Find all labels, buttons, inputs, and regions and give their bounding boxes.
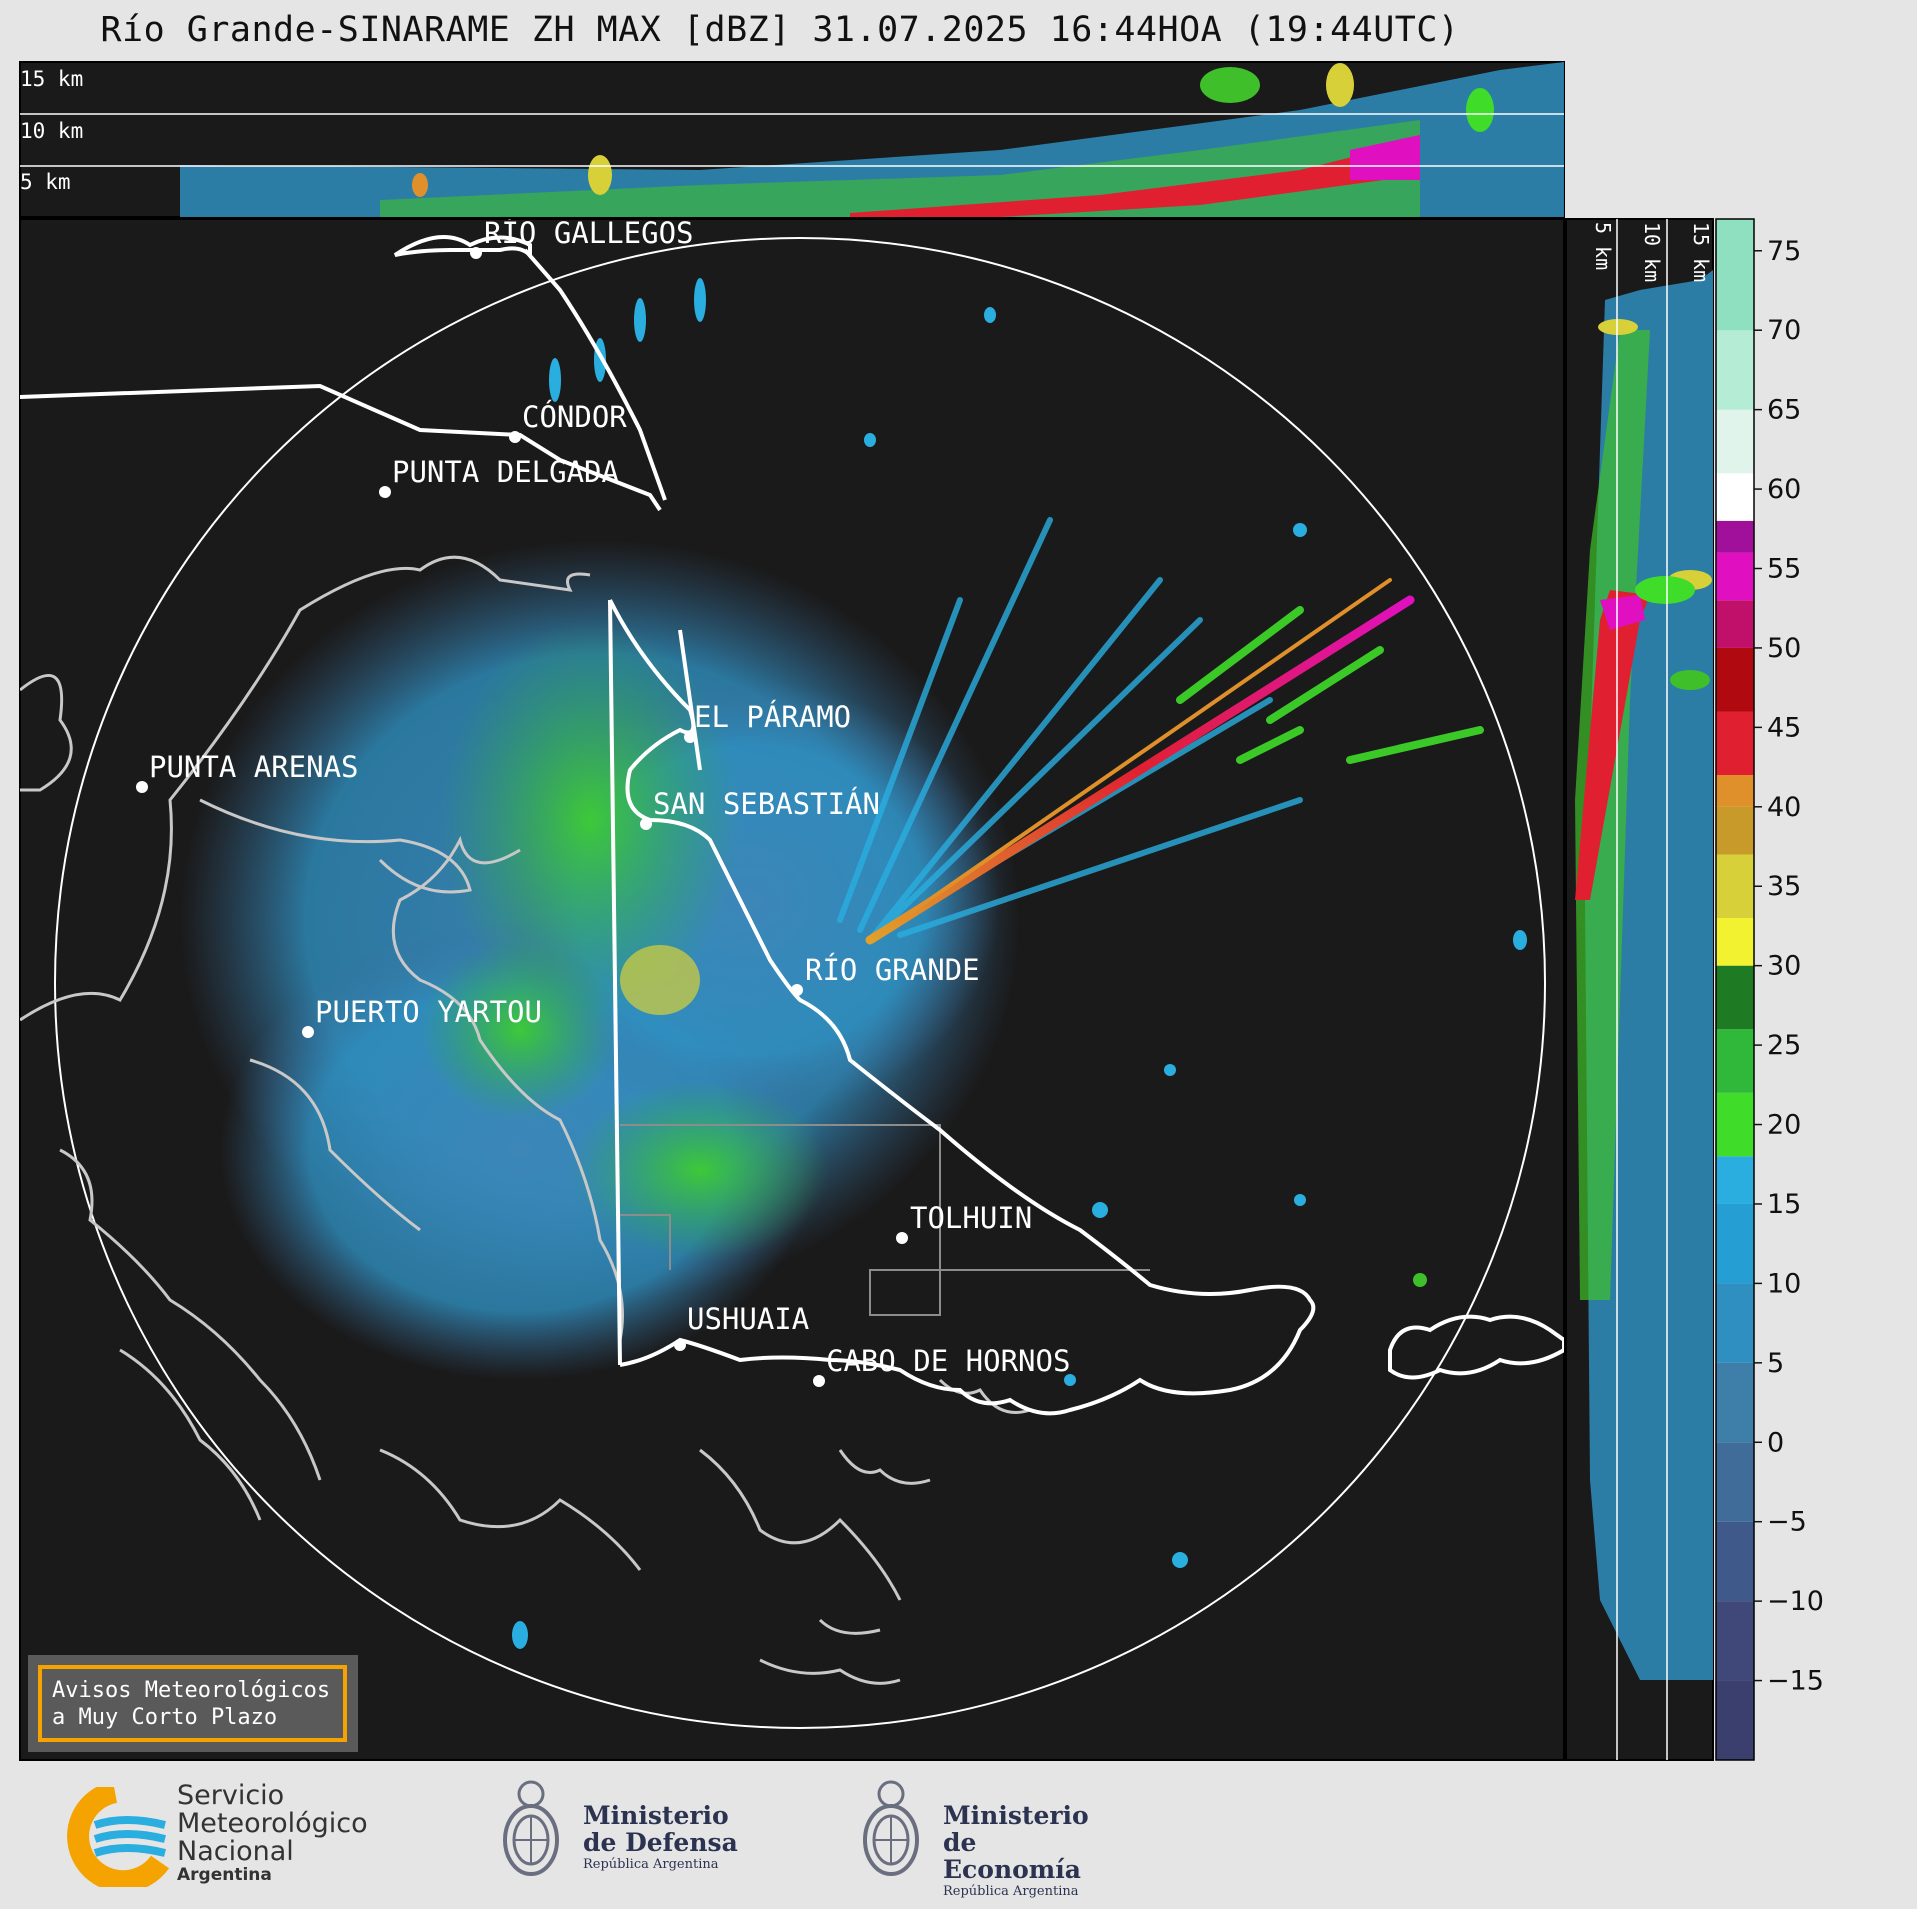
- location-label: PUNTA ARENAS: [149, 750, 359, 784]
- colorbar-tick-label: 70: [1767, 315, 1801, 346]
- top-cross-section-panel: 15 km 10 km 5 km: [19, 61, 1565, 218]
- colorbar-band: [1716, 552, 1754, 601]
- location-label: SAN SEBASTIÁN: [653, 787, 880, 821]
- location-label: PUNTA DELGADA: [392, 455, 619, 489]
- side-height-label-15: 15 km: [1689, 222, 1713, 282]
- location-label: RÍO GRANDE: [805, 953, 980, 987]
- colorbar-band: [1716, 409, 1754, 474]
- location-label: RÍO GALLEGOS: [484, 216, 694, 250]
- colorbar-band: [1716, 1521, 1754, 1602]
- colorbar-tick-label: 55: [1767, 554, 1801, 585]
- economia-line-2: de Economía: [943, 1828, 1081, 1884]
- side-height-label-5: 5 km: [1591, 222, 1615, 270]
- colorbar-tick-label: 5: [1767, 1348, 1784, 1379]
- smn-emblem-icon: [67, 1787, 170, 1887]
- colorbar-tick-label: 35: [1767, 871, 1801, 902]
- smn-line-3: Nacional: [177, 1836, 294, 1867]
- top-height-label-15: 15 km: [20, 67, 83, 91]
- colorbar-band: [1716, 1442, 1754, 1522]
- side-height-label-10: 10 km: [1640, 222, 1664, 282]
- smn-logo: Servicio Meteorológico Nacional Argentin…: [55, 1782, 385, 1892]
- colorbar-tick-label: 60: [1767, 474, 1801, 505]
- radar-range-ring: [54, 237, 1546, 1729]
- location-label: PUERTO YARTOU: [315, 995, 542, 1029]
- strong-echo-beam: [865, 595, 1415, 945]
- colorbar-band: [1716, 473, 1754, 521]
- warning-box[interactable]: Avisos Meteorológicos a Muy Corto Plazo: [28, 1655, 358, 1752]
- defensa-line-2: de Defensa: [583, 1828, 738, 1857]
- colorbar-band: [1716, 965, 1754, 1030]
- smn-line-4: Argentina: [177, 1865, 272, 1885]
- colorbar-band: [1716, 520, 1754, 553]
- colorbar-tick-label: 40: [1767, 792, 1801, 823]
- colorbar-band: [1716, 1156, 1754, 1204]
- colorbar-tick-label: 20: [1767, 1110, 1801, 1141]
- colorbar-band: [1716, 711, 1754, 776]
- colorbar-band: [1716, 1680, 1754, 1760]
- top-height-label-10: 10 km: [20, 119, 83, 143]
- smn-line-2: Meteorológico: [177, 1808, 368, 1839]
- colorbar-tick-label: 10: [1767, 1268, 1801, 1299]
- colorbar-tick-label: 45: [1767, 712, 1801, 743]
- colorbar-band: [1716, 1601, 1754, 1681]
- colorbar-band: [1716, 775, 1754, 807]
- colorbar-band: [1716, 600, 1754, 648]
- coat-of-arms-icon: [863, 1780, 919, 1876]
- colorbar-band: [1716, 647, 1754, 712]
- location-label: CABO DE HORNOS: [826, 1344, 1070, 1378]
- economia-line-1: Ministerio: [943, 1801, 1089, 1830]
- colorbar-tick-label: 30: [1767, 951, 1801, 982]
- colorbar-tick-label: 0: [1767, 1427, 1784, 1458]
- ministerio-defensa-logo: Ministerio de Defensa República Argentin…: [495, 1772, 755, 1897]
- location-label: USHUAIA: [687, 1302, 809, 1336]
- economia-line-3: República Argentina: [943, 1884, 1079, 1899]
- coastlines: [20, 555, 1031, 1685]
- colorbar-band: [1716, 918, 1754, 966]
- ministerio-economia-logo: Ministerio de Economía República Argenti…: [855, 1772, 1115, 1899]
- colorbar-tick-label: −15: [1767, 1666, 1824, 1697]
- defensa-line-3: República Argentina: [583, 1857, 719, 1872]
- smn-line-1: Servicio: [177, 1780, 285, 1811]
- colorbar-tick-label: −5: [1767, 1507, 1807, 1538]
- colorbar-tick-label: −10: [1767, 1586, 1824, 1617]
- warning-line-2: a Muy Corto Plazo: [52, 1705, 277, 1730]
- colorbar-tick-label: 25: [1767, 1030, 1801, 1061]
- warning-line-1: Avisos Meteorológicos: [52, 1678, 330, 1703]
- colorbar-tick-label: 65: [1767, 395, 1801, 426]
- location-label: TOLHUIN: [910, 1201, 1032, 1235]
- colorbar-tick-label: 15: [1767, 1189, 1801, 1220]
- colorbar-tick-label: 50: [1767, 633, 1801, 664]
- location-markers: [136, 247, 908, 1387]
- colorbar-band: [1716, 806, 1754, 855]
- top-height-label-5: 5 km: [20, 170, 71, 194]
- colorbar-band: [1716, 1203, 1754, 1284]
- colorbar-band: [1716, 219, 1754, 331]
- colorbar-band: [1716, 854, 1754, 919]
- location-label: EL PÁRAMO: [694, 700, 851, 734]
- moderate-echo-area: [440, 620, 740, 1020]
- warning-box-border: [38, 1665, 347, 1742]
- page-title: Río Grande-SINARAME ZH MAX [dBZ] 31.07.2…: [100, 10, 1460, 50]
- colorbar-band: [1716, 1092, 1754, 1157]
- side-cross-section-panel: 5 km 10 km 15 km: [1565, 218, 1714, 1761]
- location-label: CÓNDOR: [522, 400, 627, 434]
- radar-map-panel: RÍO GALLEGOS CÓNDOR PUNTA DELGADA EL PÁR…: [19, 216, 1565, 1761]
- defensa-line-1: Ministerio: [583, 1801, 729, 1830]
- colorbar-band: [1716, 1362, 1754, 1443]
- colorbar-band: [1716, 1283, 1754, 1363]
- colorbar-band: [1716, 1029, 1754, 1093]
- coat-of-arms-icon: [503, 1780, 559, 1876]
- colorbar-band: [1716, 330, 1754, 410]
- colorbar-tick-label: 75: [1767, 236, 1801, 267]
